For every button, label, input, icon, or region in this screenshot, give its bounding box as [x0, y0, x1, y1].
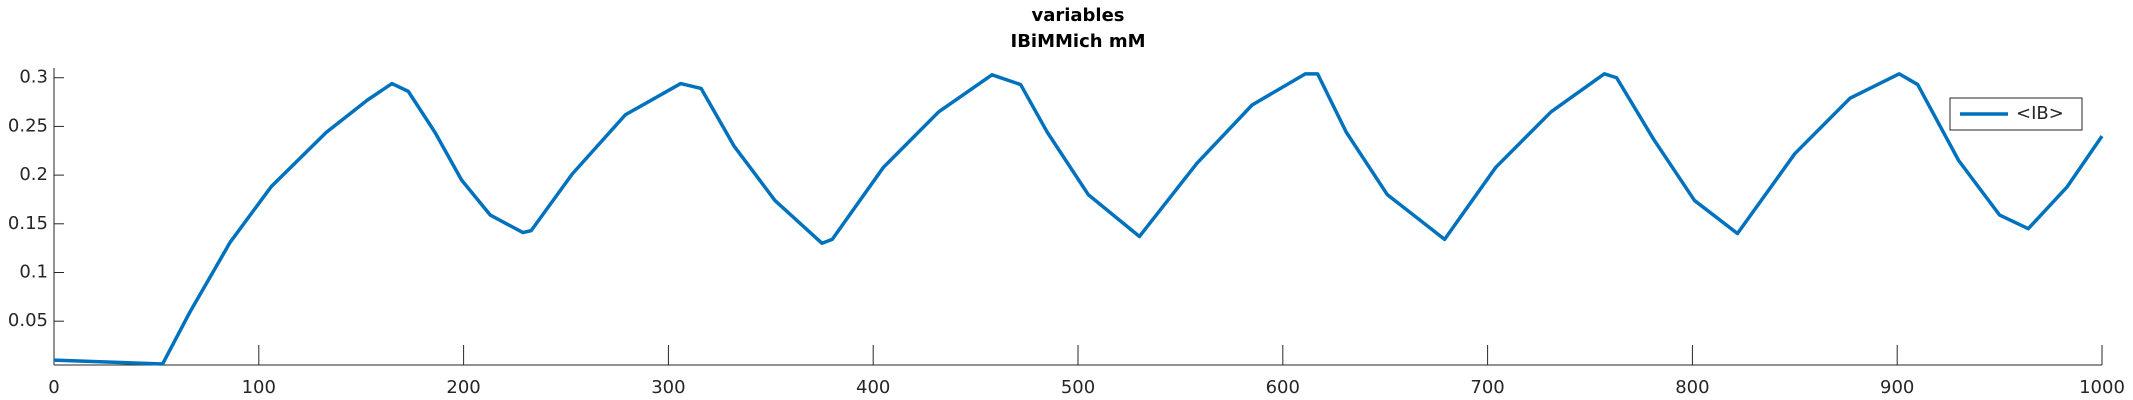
data-line — [53, 72, 2104, 366]
chart-title: variables — [1031, 5, 1124, 26]
y-tick-label: 0.05 — [8, 310, 48, 331]
x-tick-label: 100 — [242, 377, 276, 398]
y-tick-label: 0.25 — [8, 115, 48, 136]
x-tick-label: 600 — [1266, 377, 1300, 398]
x-tick-label: 300 — [651, 377, 685, 398]
x-tick-label: 400 — [856, 377, 890, 398]
y-tick-label: 0.3 — [19, 67, 48, 88]
legend-label: <IB> — [2016, 103, 2064, 124]
chart-subtitle: IBiMMich mM — [1011, 31, 1146, 52]
x-tick-label: 0 — [48, 377, 59, 398]
y-tick-label: 0.15 — [8, 213, 48, 234]
x-tick-label: 200 — [446, 377, 480, 398]
y-tick-label: 0.1 — [19, 261, 48, 282]
x-tick-label: 900 — [1880, 377, 1914, 398]
x-tick-label: 500 — [1061, 377, 1095, 398]
x-tick-label: 800 — [1675, 377, 1709, 398]
x-tick-label: 700 — [1470, 377, 1504, 398]
x-tick-label: 1000 — [2079, 377, 2125, 398]
y-tick-label: 0.2 — [19, 164, 48, 185]
